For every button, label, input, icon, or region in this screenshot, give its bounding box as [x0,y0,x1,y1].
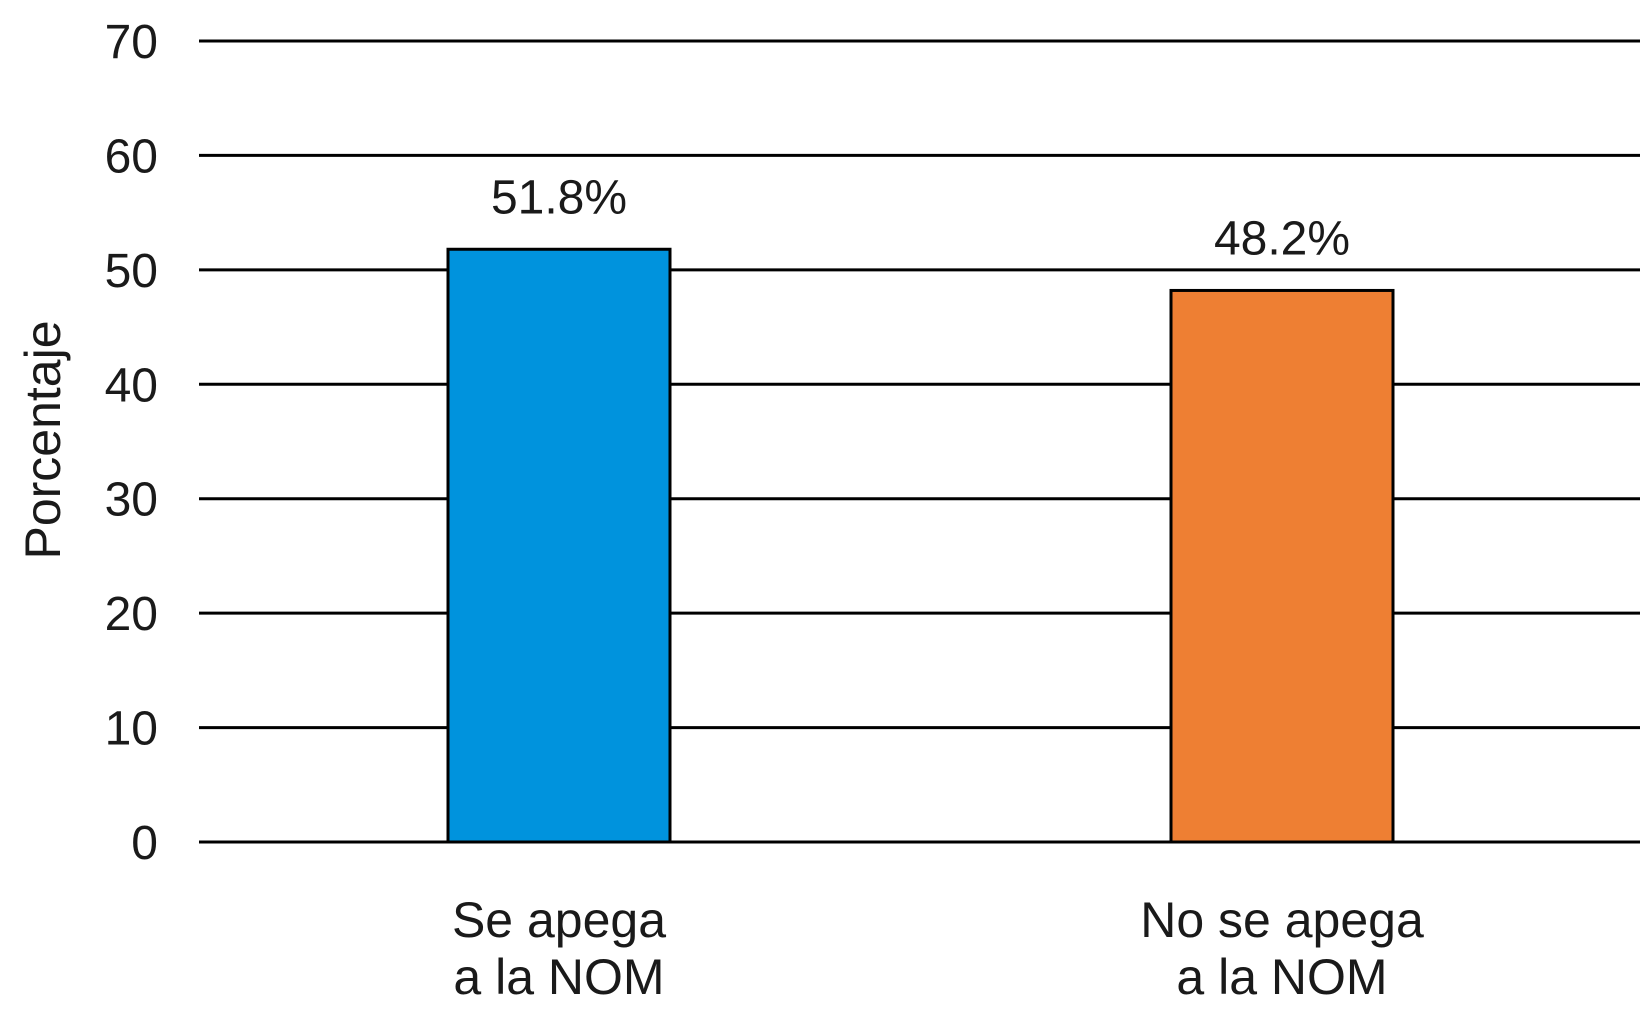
bar-0 [446,247,672,844]
category-label-line: a la NOM [453,949,664,1005]
y-tick-label: 30 [105,474,158,527]
category-label-line: a la NOM [1176,949,1387,1005]
category-label-line: Se apega [452,892,666,948]
y-axis-title: Porcentaje [15,320,71,559]
data-label-1: 48.2% [1214,212,1350,265]
data-label-0: 51.8% [491,171,627,224]
category-label-1: No se apega a la NOM [1140,892,1424,1005]
category-label-0: Se apega a la NOM [452,892,666,1005]
y-tick-label: 70 [105,16,158,69]
y-tick-label: 20 [105,588,158,641]
data-labels: 51.8% 48.2% [491,171,1350,265]
bars [446,247,1395,844]
y-tick-label: 10 [105,703,158,756]
category-label-line: No se apega [1140,892,1424,948]
y-tick-label: 60 [105,130,158,183]
y-tick-label: 40 [105,359,158,412]
gridlines [199,39,1640,844]
y-tick-label: 50 [105,245,158,298]
y-tick-label: 0 [131,817,158,870]
bar-1 [1169,288,1395,844]
y-axis-ticks: 0 10 20 30 40 50 60 70 [105,16,158,870]
